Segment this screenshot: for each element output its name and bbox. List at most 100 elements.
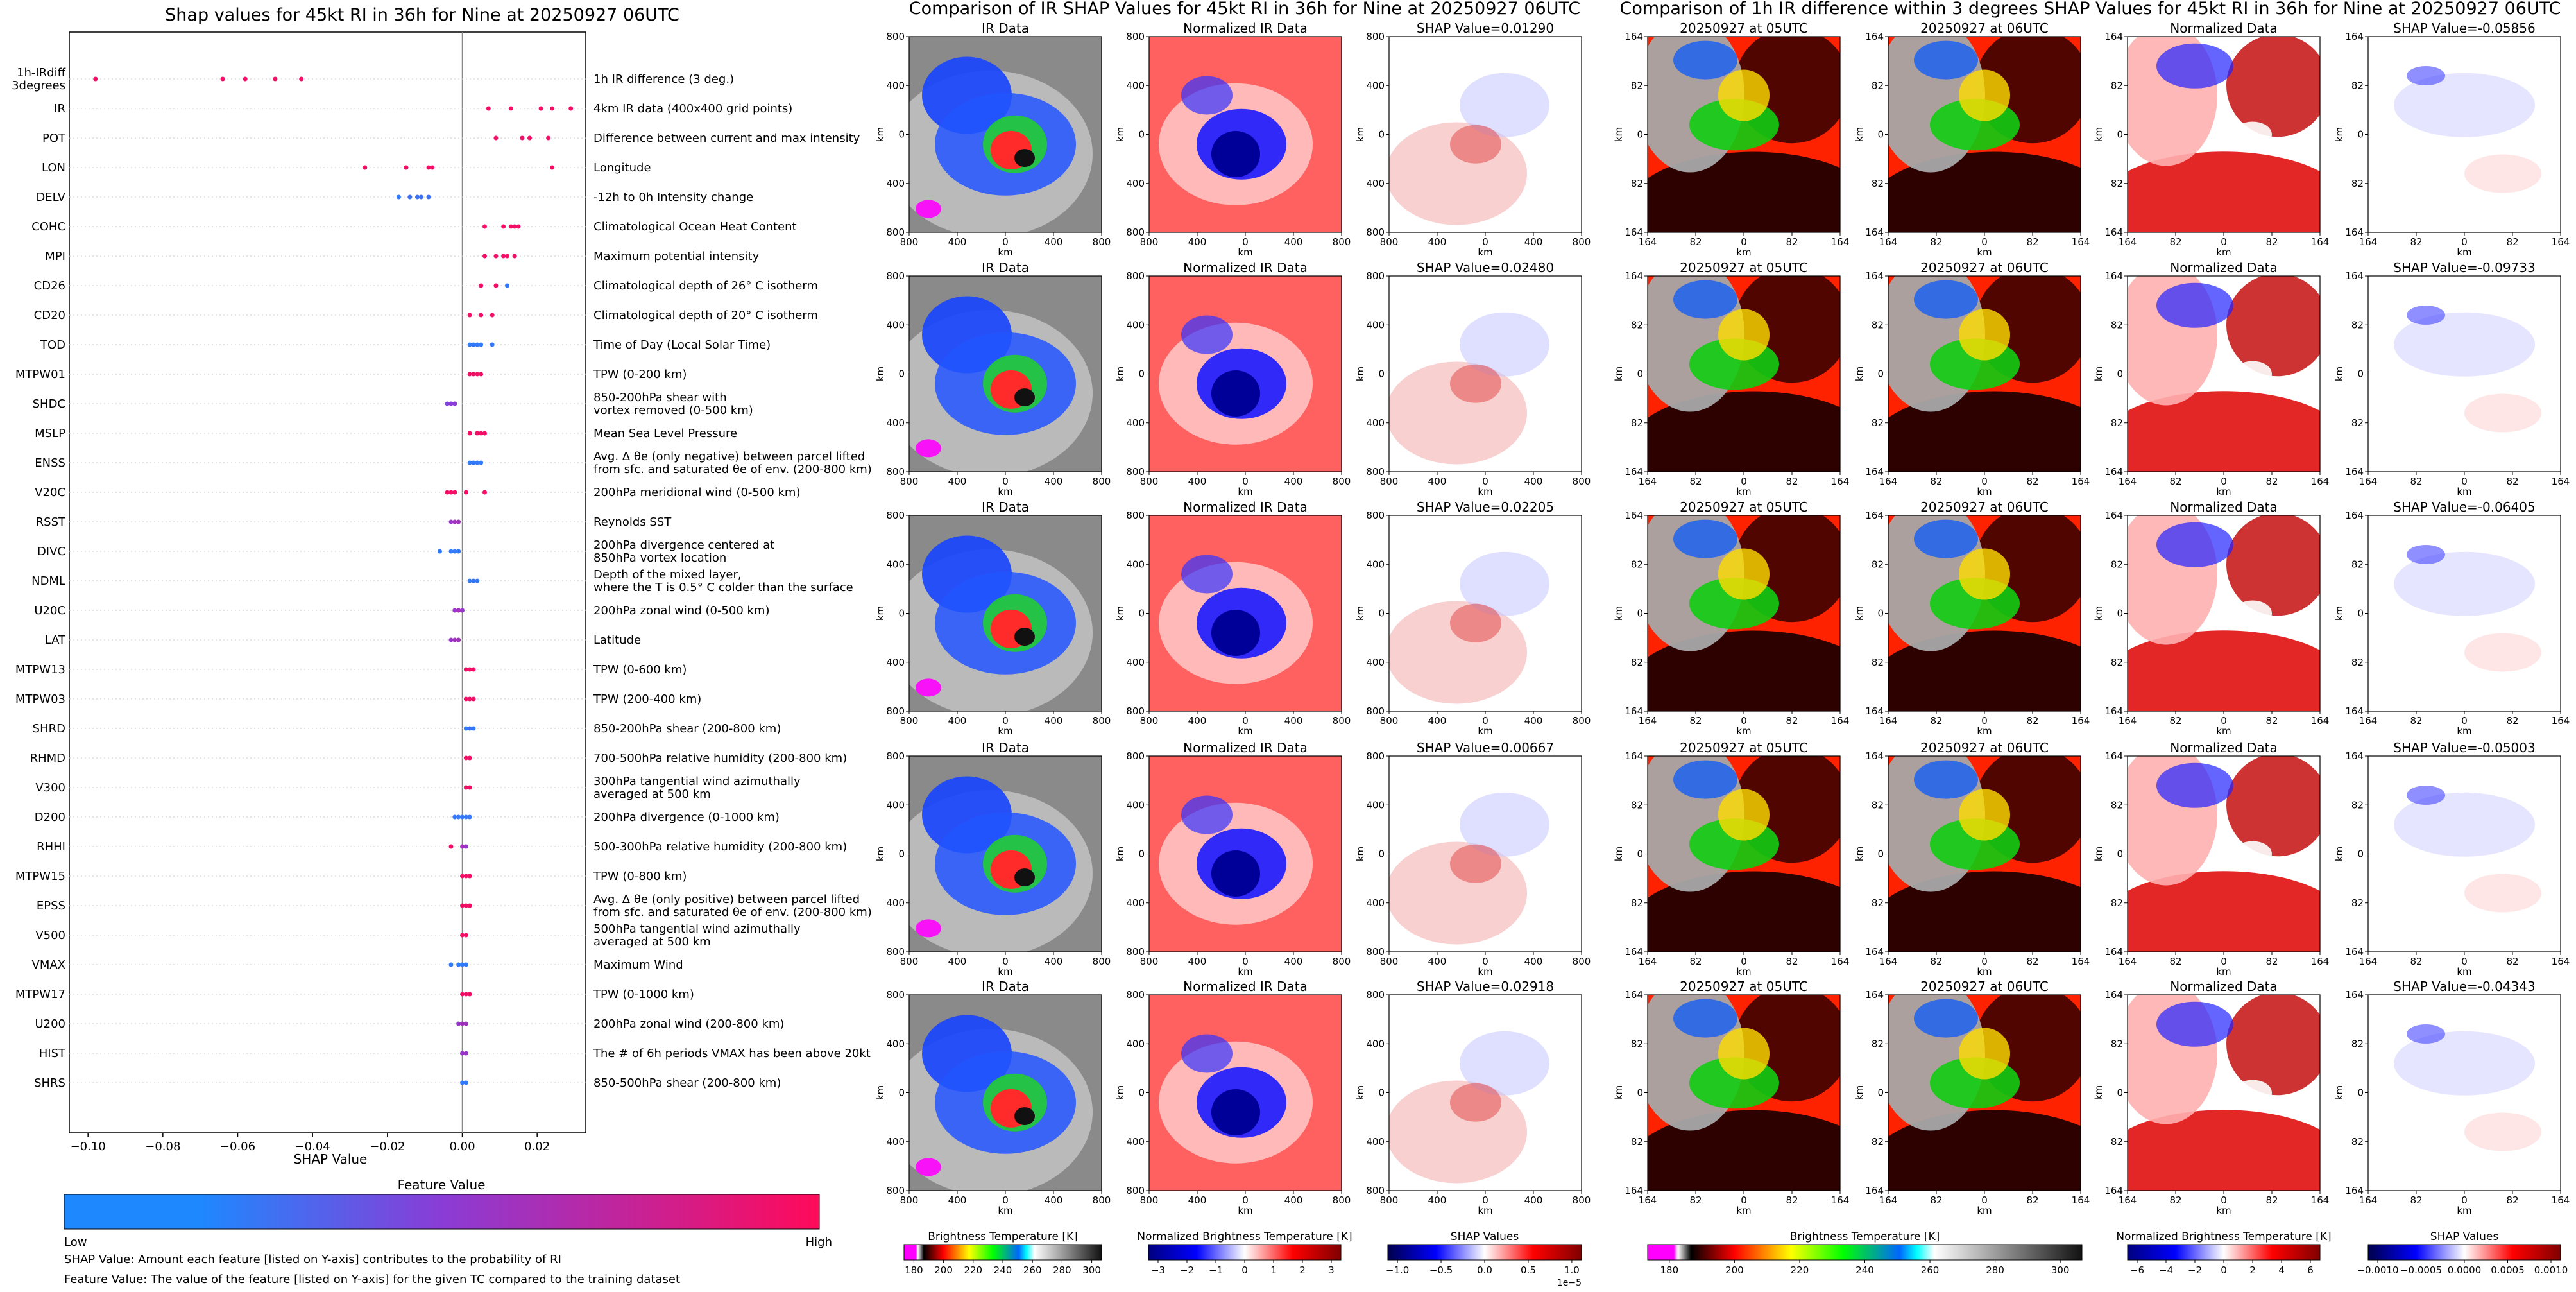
x-tick-label: 164: [1639, 1194, 1657, 1206]
y-tick-label: 82: [2351, 178, 2364, 189]
feature-description: 850-200hPa shear with: [593, 391, 727, 404]
y-tick-label: 164: [1625, 270, 1643, 282]
panel-title: Normalized IR Data: [1183, 740, 1308, 755]
shap-point: [463, 755, 468, 761]
shap-point: [243, 76, 248, 82]
shap-point: [463, 1051, 468, 1056]
x-tick-label: 800: [1573, 956, 1591, 967]
diff-data-image: [1888, 995, 2081, 1191]
y-tick-label: 0: [2117, 1087, 2123, 1099]
shap-point: [463, 903, 468, 908]
x-tick-label: 164: [2072, 476, 2090, 487]
colorbar-tick-label: −0.0005: [2400, 1264, 2442, 1276]
shap-point: [452, 637, 457, 642]
x-axis-label: km: [2457, 966, 2471, 978]
y-tick-label: 164: [1625, 510, 1643, 521]
shap-point: [463, 785, 468, 790]
colorbar: [2367, 1244, 2561, 1261]
y-tick-label: 82: [2111, 417, 2123, 429]
shap-point: [479, 313, 484, 318]
y-tick-label: 82: [1631, 80, 1643, 91]
panel-title: 20250927 at 05UTC: [1680, 260, 1808, 275]
y-tick-label: 164: [2104, 31, 2123, 42]
feature-description: Time of Day (Local Solar Time): [593, 338, 771, 352]
x-tick-label: 0: [1242, 956, 1249, 967]
y-tick-label: 82: [2111, 799, 2123, 811]
feature-label: 3degrees: [12, 79, 65, 92]
x-tick-label: 82: [2410, 715, 2422, 727]
y-tick-label: 800: [886, 510, 905, 521]
y-tick-label: 82: [1631, 1038, 1643, 1049]
shap-point: [512, 224, 517, 229]
footnote-shap-value: SHAP Value: Amount each feature [listed …: [64, 1253, 561, 1266]
shap-point: [456, 608, 461, 613]
x-axis-label: km: [2457, 246, 2471, 258]
y-tick-label: 164: [2104, 705, 2123, 717]
x-tick-label: 0: [1002, 236, 1009, 248]
shap-point: [479, 431, 484, 436]
y-tick-label: 800: [1126, 1185, 1145, 1196]
shap-point: [404, 165, 409, 170]
x-tick-label: 164: [2552, 1194, 2570, 1206]
x-tick-label: 400: [1188, 715, 1207, 727]
y-tick-label: 164: [2104, 1185, 2123, 1196]
feature-description: 500-300hPa relative humidity (200-800 km…: [593, 840, 847, 854]
x-tick-label: 164: [2119, 956, 2137, 967]
feature-label: CD20: [34, 309, 65, 322]
diff-norm-image: [2128, 756, 2320, 952]
x-axis-label: km: [2457, 725, 2471, 737]
y-tick-label: 82: [2111, 897, 2123, 909]
feature-description: The # of 6h periods VMAX has been above …: [593, 1047, 871, 1060]
feature-description: Longitude: [593, 161, 651, 175]
y-axis-label: km: [1354, 366, 1366, 381]
x-tick-label: 800: [1333, 1194, 1351, 1206]
y-axis-label: km: [2333, 366, 2345, 381]
shap-point: [456, 637, 461, 642]
x-tick-label: 800: [1333, 956, 1351, 967]
x-axis-label: km: [2216, 966, 2231, 978]
x-axis-label: km: [1736, 1205, 1751, 1216]
x-tick-label: 400: [1045, 1194, 1063, 1206]
panel-title: Normalized Data: [2170, 740, 2278, 755]
feature-label: NDML: [31, 574, 65, 588]
y-tick-label: 400: [1366, 657, 1385, 668]
feature-description: 200hPa zonal wind (0-500 km): [593, 604, 770, 617]
x-tick-label: 0: [1482, 715, 1488, 727]
y-tick-label: 800: [1366, 1185, 1385, 1196]
y-tick-label: 400: [886, 1038, 905, 1049]
shap-point: [482, 431, 487, 436]
y-tick-label: 400: [1126, 558, 1145, 570]
x-tick-label: 0.00: [449, 1140, 475, 1153]
y-tick-label: 800: [886, 750, 905, 762]
feature-value-colorbar: [64, 1194, 820, 1230]
diff-data-image: [1648, 515, 1840, 711]
y-axis-label: km: [1114, 127, 1126, 142]
shap-point: [463, 992, 468, 997]
shap-point: [456, 962, 461, 967]
y-tick-label: 0: [1877, 368, 1884, 380]
y-tick-label: 800: [1366, 466, 1385, 478]
diff-data-image: [1648, 995, 1840, 1191]
x-tick-label: 164: [1639, 956, 1657, 967]
x-tick-label: 0: [1741, 715, 1747, 727]
y-tick-label: 0: [898, 848, 905, 860]
shap-point: [490, 313, 495, 318]
panel-title: SHAP Value=-0.06405: [2393, 499, 2535, 515]
shap-point: [508, 106, 513, 111]
x-tick-label: 800: [1380, 1194, 1399, 1206]
y-tick-label: 82: [2351, 657, 2364, 668]
x-axis-label: km: [1238, 246, 1252, 258]
x-tick-label: 800: [1380, 476, 1399, 487]
shap-point: [467, 578, 472, 583]
panel-title: SHAP Value=0.02480: [1417, 260, 1554, 275]
y-tick-label: 400: [886, 80, 905, 91]
feature-description: Maximum Wind: [593, 958, 683, 972]
y-tick-label: 800: [1366, 946, 1385, 958]
diff-data-image: [1648, 37, 1840, 232]
